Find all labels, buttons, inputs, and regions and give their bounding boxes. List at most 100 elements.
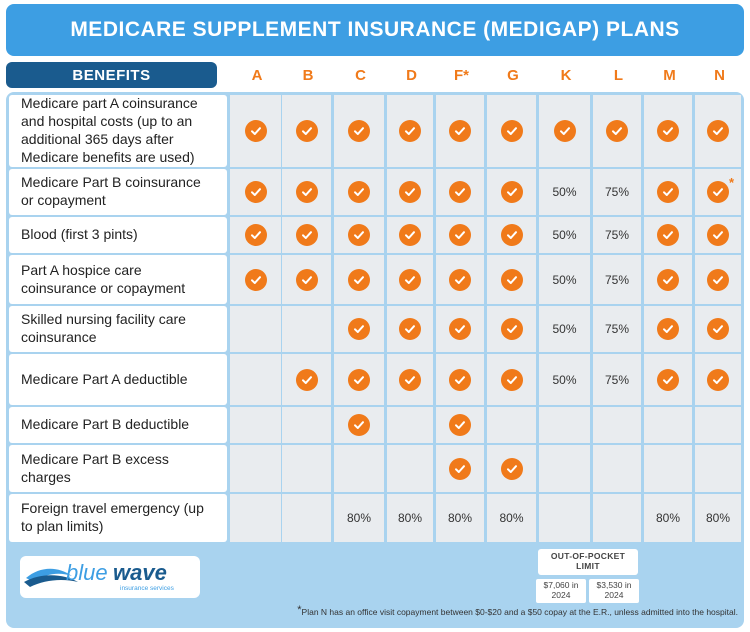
- checkmark-icon: [500, 224, 523, 246]
- plan-cell: [644, 407, 692, 443]
- checkmark-icon: [295, 268, 318, 291]
- plan-cell: [539, 445, 590, 492]
- plan-header: D: [406, 66, 417, 84]
- checkmark-icon: [449, 368, 471, 391]
- footnote-text: Plan N has an office visit copayment bet…: [301, 607, 738, 617]
- coverage-percent: 80%: [397, 511, 423, 525]
- plan-cell: [593, 354, 641, 405]
- coverage-percent: 75%: [604, 185, 630, 199]
- asterisk-mark: *: [729, 175, 735, 190]
- plan-cell: [334, 494, 384, 542]
- plan-cell: [282, 407, 331, 443]
- bluewave-logo: blue wave insurance services: [20, 556, 200, 598]
- checkmark-icon: [707, 318, 729, 340]
- checkmark-icon: [707, 268, 729, 291]
- checkmark-icon: [657, 368, 679, 391]
- plan-cell: [436, 494, 484, 542]
- plan-header: C: [355, 66, 366, 84]
- checkmark-icon: [244, 181, 267, 203]
- plan-cell: [695, 494, 741, 542]
- checkmark-icon: [399, 318, 421, 340]
- checkmark-icon: [399, 368, 421, 391]
- oop-label: OUT-OF-POCKET LIMIT: [538, 549, 638, 575]
- footnote-mark: *: [297, 604, 302, 616]
- coverage-percent: 80%: [499, 511, 524, 525]
- plan-cell: [487, 407, 536, 443]
- plan-cell: [593, 255, 641, 304]
- plan-cell: [644, 494, 692, 542]
- table-header: BENEFITS A B C D F* G K L M N: [6, 62, 744, 88]
- checkmark-icon: [449, 318, 471, 340]
- plan-cell: [539, 407, 590, 443]
- plan-cell: [487, 494, 536, 542]
- checkmark-icon: [399, 224, 421, 246]
- checkmark-icon: [449, 268, 471, 291]
- plan-cell: [593, 217, 641, 253]
- coverage-percent: 80%: [705, 511, 731, 525]
- checkmark-icon: [348, 318, 370, 340]
- coverage-percent: 80%: [447, 511, 473, 525]
- plan-cell: [334, 445, 384, 492]
- benefit-label: Medicare Part B excess charges: [9, 445, 227, 492]
- benefits-column-header: BENEFITS: [6, 62, 217, 88]
- out-of-pocket-limit: OUT-OF-POCKET LIMIT $7,060 in 2024 $3,53…: [536, 549, 640, 605]
- checkmark-icon: [399, 120, 421, 142]
- checkmark-icon: [449, 224, 471, 246]
- plan-header: M: [663, 66, 676, 84]
- logo-word-wave: wave: [113, 560, 167, 585]
- benefit-label: Medicare Part B coinsurance or copayment: [9, 169, 227, 215]
- plan-cell: [539, 255, 590, 304]
- benefit-label: Part A hospice care coinsurance or copay…: [9, 255, 227, 304]
- benefit-label: Medicare Part A deductible: [9, 354, 227, 405]
- checkmark-icon: [500, 181, 523, 203]
- checkmark-icon: [348, 368, 370, 391]
- coverage-percent: 50%: [552, 185, 577, 199]
- plan-cell: [593, 169, 641, 215]
- plan-cell: [282, 445, 331, 492]
- plan-cell: [230, 407, 281, 443]
- wave-logo-icon: blue wave insurance services: [24, 560, 175, 592]
- plan-header: F*: [454, 66, 469, 84]
- plan-cell: [387, 445, 433, 492]
- coverage-percent: 80%: [346, 511, 372, 525]
- benefit-label: Skilled nursing facility care coinsuranc…: [9, 306, 227, 352]
- checkmark-icon: [500, 457, 523, 480]
- plan-cell: [387, 407, 433, 443]
- checkmark-icon: [295, 224, 318, 246]
- checkmark-icon: [707, 181, 729, 203]
- plan-cell: [230, 445, 281, 492]
- plan-cell: [644, 445, 692, 492]
- logo-word-blue: blue: [66, 560, 108, 585]
- logo-tagline: insurance services: [120, 585, 175, 592]
- plan-header: L: [613, 66, 624, 84]
- coverage-percent: 75%: [604, 272, 630, 287]
- plans-table: Medicare part A coinsurance and hospital…: [6, 92, 744, 628]
- checkmark-icon: [707, 120, 729, 142]
- checkmark-icon: [657, 268, 679, 291]
- benefit-label: Medicare part A coinsurance and hospital…: [9, 95, 227, 167]
- plan-header: B: [302, 66, 314, 84]
- checkmark-icon: [295, 181, 318, 203]
- plan-header: A: [251, 66, 263, 84]
- checkmark-icon: [244, 120, 267, 142]
- plan-cell: [539, 306, 590, 352]
- checkmark-icon: [707, 368, 729, 391]
- plan-cell: [230, 306, 281, 352]
- checkmark-icon: [348, 224, 370, 246]
- checkmark-icon: [500, 120, 523, 142]
- checkmark-icon: [657, 120, 679, 142]
- coverage-percent: 50%: [552, 322, 577, 336]
- plan-cell: [593, 306, 641, 352]
- coverage-percent: 75%: [604, 228, 630, 242]
- page-title: MEDICARE SUPPLEMENT INSURANCE (MEDIGAP) …: [6, 4, 744, 56]
- checkmark-icon: [449, 181, 471, 203]
- checkmark-icon: [553, 120, 576, 142]
- plan-cell: [387, 494, 433, 542]
- benefit-label: Medicare Part B deductible: [9, 407, 227, 443]
- checkmark-icon: [449, 120, 471, 142]
- checkmark-icon: [500, 318, 523, 340]
- plan-header: G: [507, 66, 519, 84]
- plan-cell: [539, 354, 590, 405]
- footnote: *Plan N has an office visit copayment be…: [178, 604, 738, 617]
- plan-cell: [593, 445, 641, 492]
